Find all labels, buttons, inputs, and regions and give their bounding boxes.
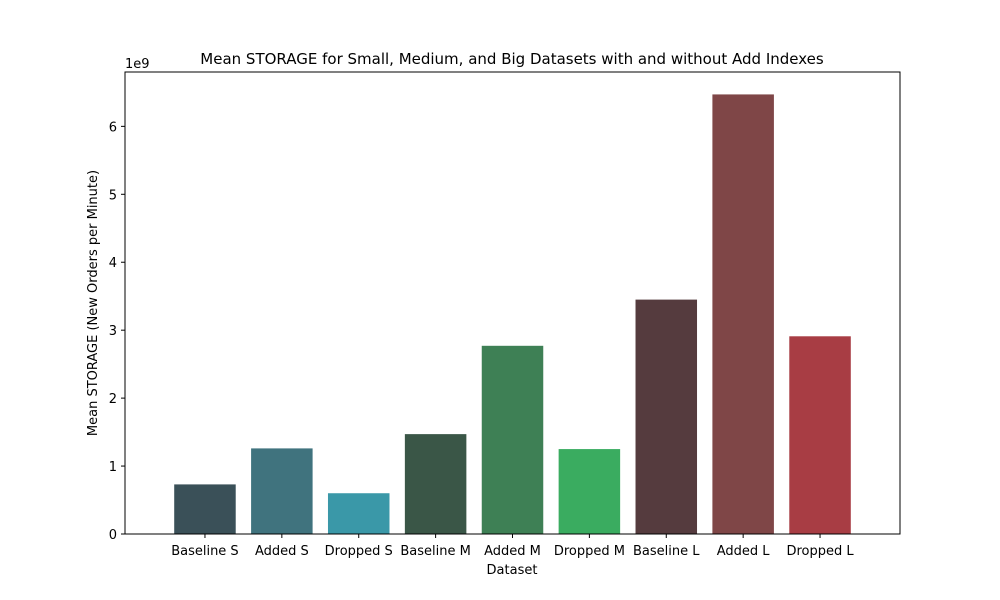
plot-frame (124, 71, 901, 535)
x-tick-label: Added S (255, 544, 309, 559)
x-tick-label: Dropped S (325, 544, 393, 559)
bar-dropped-s (327, 493, 390, 534)
y-offset-label: 1e9 (125, 57, 150, 72)
bar-dropped-l (789, 336, 851, 534)
y-axis-label: Mean STORAGE (New Orders per Minute) (86, 170, 101, 436)
bar-added-s (251, 448, 313, 534)
bar-baseline-m (404, 434, 467, 534)
bar-added-l (712, 94, 774, 534)
x-tick-label: Baseline M (400, 544, 470, 559)
y-tick-label: 6 (109, 120, 117, 135)
bars-group (174, 94, 851, 534)
x-ticks-group: Baseline S Added S Dropped S Baseline M Adde… (171, 534, 854, 559)
x-tick-label: Added M (484, 544, 541, 559)
y-tick-label: 5 (109, 188, 117, 203)
y-tick-label: 1 (109, 460, 117, 475)
x-axis-label: Dataset (487, 563, 538, 578)
y-tick-label: 3 (109, 324, 117, 339)
y-tick-label: 0 (109, 528, 117, 543)
y-tick-label: 4 (109, 256, 117, 271)
bar-added-m (481, 345, 544, 534)
chart-title: Mean STORAGE for Small, Medium, and Big … (200, 50, 824, 68)
bar-baseline-s (174, 484, 236, 534)
bar-dropped-m (558, 449, 621, 534)
bar-baseline-l (635, 299, 698, 534)
x-tick-label: Baseline L (633, 544, 700, 559)
y-ticks-group: 0 1 2 3 4 5 6 (109, 120, 125, 543)
x-tick-label: Added L (717, 544, 771, 559)
y-tick-label: 2 (109, 392, 117, 407)
x-tick-label: Baseline S (171, 544, 239, 559)
x-tick-label: Dropped L (786, 544, 854, 559)
x-tick-label: Dropped M (554, 544, 625, 559)
